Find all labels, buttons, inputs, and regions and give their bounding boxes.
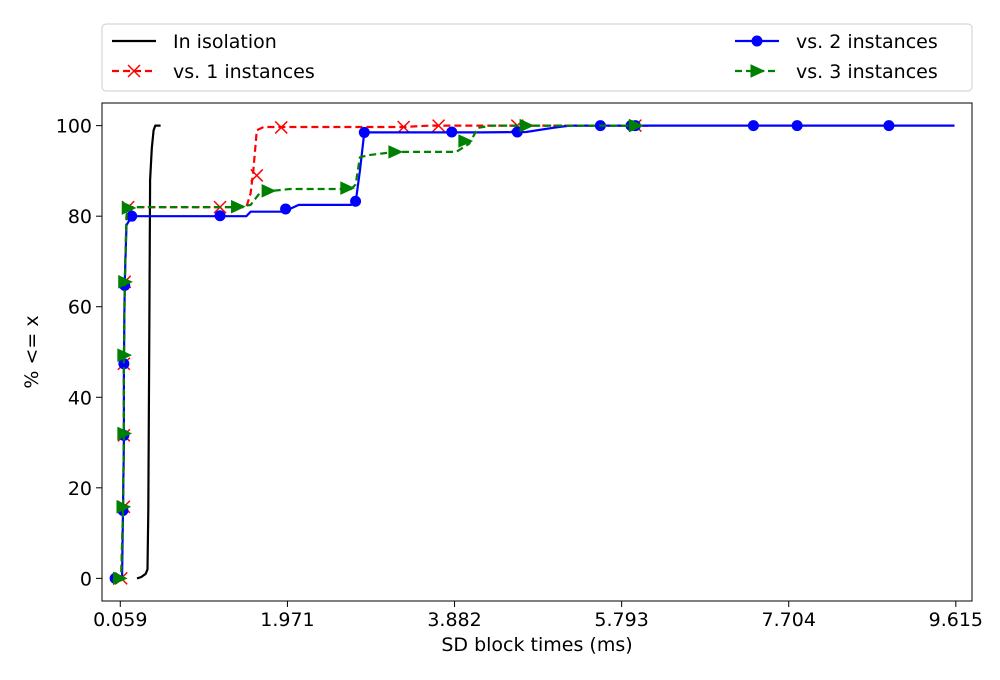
series-vs-3-instances-point-7 [261,184,277,198]
x-tick-label: 9.615 [929,609,983,631]
x-tick-label: 5.793 [594,609,648,631]
legend-item-in-isolation-label: In isolation [173,31,277,53]
series-vs-2-instances-point-16 [791,120,803,132]
plot-area [102,103,972,601]
y-tick-label: 60 [68,297,92,319]
series-vs-1-instances-point-7 [250,168,264,182]
legend-item-vs-3-instances-marker-point-0 [750,64,766,78]
legend-item-vs-1-instances-label: vs. 1 instances [173,61,315,83]
series-layer [109,118,955,586]
y-tick-label: 20 [68,478,92,500]
series-vs-1-instances-point-9 [397,120,411,134]
plot-background [102,103,972,601]
y-tick-label: 100 [56,116,92,138]
series-vs-3-instances-point-6 [231,199,246,214]
legend-item-vs-2-instances: vs. 2 instances [735,31,938,53]
series-in-isolation-line [136,124,161,580]
series-vs-3-instances-point-0 [112,571,128,586]
series-vs-3-instances-point-2 [117,426,133,441]
series-vs-2-instances-point-17 [883,120,895,132]
legend-item-vs-3-instances-label: vs. 3 instances [796,61,938,83]
y-tick-label: 0 [80,568,92,590]
series-vs-3-instances-point-8 [340,181,356,195]
series-vs-2-instances-point-5 [126,210,138,222]
series-vs-2-instances-point-7 [280,203,292,215]
series-vs-2-instances-point-10 [446,126,458,138]
plot-frame [101,102,973,602]
x-axis-label: SD block times (ms) [441,634,632,656]
series-vs-2-instances-point-15 [747,120,759,132]
series-vs-3-instances-point-4 [118,275,133,289]
legend: In isolation vs. 1 instances vs. 2 instanc… [101,23,973,92]
series-vs-3-instances-point-11 [519,118,535,133]
y-tick-label: 40 [68,387,92,409]
y-tick-label: 80 [68,206,92,228]
legend-item-vs-2-instances-label: vs. 2 instances [796,31,938,53]
series-vs-1-instances-point-8 [274,120,288,134]
series-vs-3-instances [112,118,644,586]
series-vs-3-instances-point-5 [121,201,137,215]
axes: 0.059 1.971 3.882 5.793 7.704 9.615 0 20 40 60 80 1… [56,102,983,631]
legend-item-vs-1-instances-marker-point-0 [127,64,141,78]
series-vs-3-instances-point-1 [116,500,132,514]
legend-item-vs-2-instances-marker-point-0 [751,35,763,47]
series-vs-2-instances-point-6 [214,210,226,222]
series-vs-2-instances-point-8 [350,195,362,207]
series-vs-3-instances-point-9 [388,145,404,159]
series-vs-3-instances-point-3 [117,348,133,362]
legend-item-vs-1-instances: vs. 1 instances [112,61,315,83]
x-tick-label: 1.971 [260,609,314,631]
legend-item-vs-3-instances: vs. 3 instances [735,61,938,83]
series-vs-3-instances-point-10 [458,134,474,148]
series-vs-3-instances-point-12 [628,118,644,133]
series-in-isolation [136,124,161,580]
series-vs-1-instances-point-10 [432,119,446,133]
x-tick-label: 0.059 [93,609,147,631]
x-tick-label: 7.704 [762,609,816,631]
series-vs-2-instances-point-9 [358,126,370,138]
legend-item-in-isolation: In isolation [112,31,277,53]
y-axis-label: % <= x [21,315,43,388]
x-tick-label: 3.882 [427,609,481,631]
